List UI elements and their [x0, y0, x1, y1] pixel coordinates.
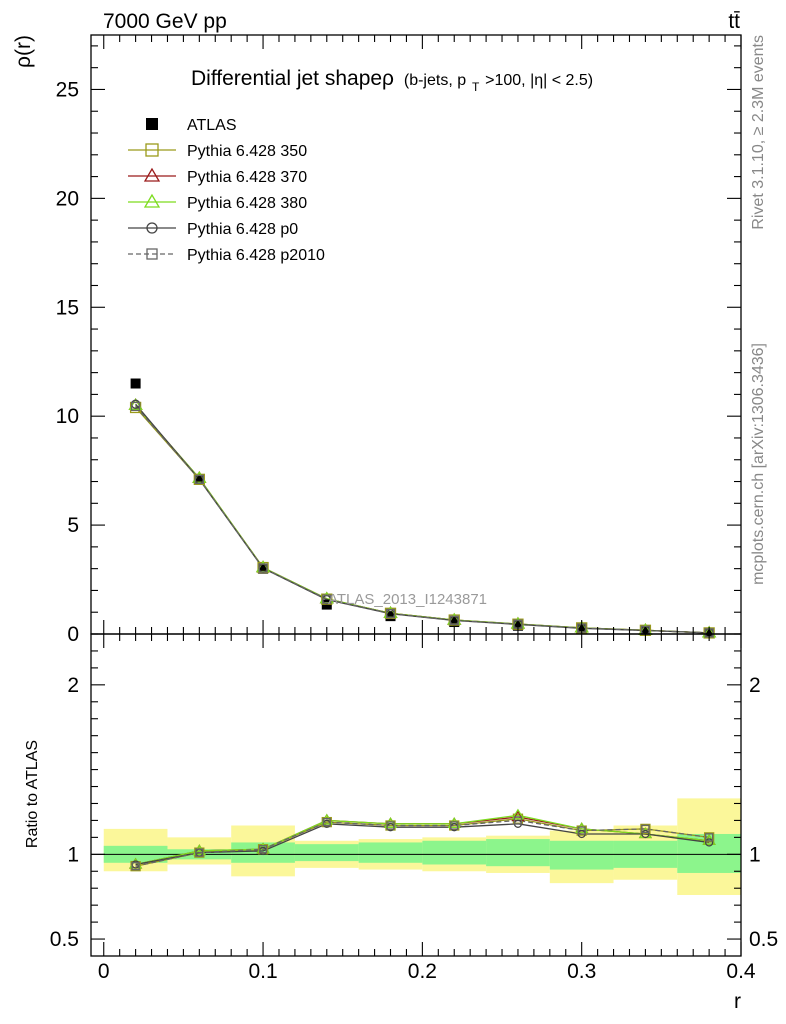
stat-uncertainty-band: [486, 839, 550, 867]
legend-marker-pythia-6-428-380: [143, 193, 161, 208]
legend-label-pythia-6-428-p2010: Pythia 6.428 p2010: [187, 247, 325, 264]
main-point-pythia-6-428-p2010: [258, 563, 268, 573]
main-point-atlas: [258, 563, 269, 574]
main-y-tick-label: 25: [56, 78, 79, 101]
x-tick-label: 0.3: [567, 960, 596, 983]
series-layer: [128, 378, 717, 872]
legend-marker-atlas: [146, 118, 158, 130]
ratio-point-pythia-6-428-p2010: [131, 862, 140, 871]
main-point-pythia-6-428-p2010: [130, 401, 141, 412]
ratio-point-pythia-6-428-380: [575, 822, 589, 834]
ratio-point-pythia-6-428-380: [383, 817, 398, 828]
stat-uncertainty-band: [358, 842, 423, 863]
main-y-axis-label: ρ(r): [12, 35, 35, 68]
ratio-point-pythia-6-428-350: [703, 832, 715, 843]
ratio-y-axis-label: Ratio to ATLAS: [24, 740, 41, 848]
axis-ticks: 0 5 10 15 20 25 0 0.1 0.2 0.3 0.4 0.5 0.5 1 1 2 2: [50, 35, 778, 983]
main-y-tick-label: 10: [56, 405, 79, 428]
ratio-y-tick-label: 0.5: [50, 928, 79, 951]
main-y-tick-label: 15: [56, 296, 79, 319]
ratio-point-pythia-6-428-p2010: [258, 845, 268, 854]
ratio-point-pythia-6-428-p2010: [322, 817, 331, 827]
ratio-y-tick-label-right: 2: [749, 674, 761, 697]
ratio-line-pythia-6-428-p0: [135, 823, 710, 866]
main-point-atlas: [449, 617, 460, 628]
legend-label-pythia-6-428-380: Pythia 6.428 380: [187, 195, 307, 212]
ratio-point-pythia-6-428-p0: [641, 829, 650, 839]
legend-marker-pythia-6-428-350: [145, 143, 159, 157]
ratio-point-pythia-6-428-p2010: [704, 833, 714, 842]
x-tick-label: 0.2: [408, 960, 437, 983]
plot-title: Differential jet shapeρ (b-jets, p T >10…: [191, 67, 593, 96]
process-label: tt̄: [728, 10, 740, 33]
main-y-tick-label: 5: [67, 514, 79, 537]
ratio-plot-frame: [90, 633, 742, 957]
main-point-pythia-6-428-p2010: [322, 594, 332, 604]
title-subscript: T: [472, 80, 480, 94]
x-tick-label: 0.1: [248, 960, 277, 983]
plot-frames: [90, 34, 742, 957]
legend-marker-pythia-6-428-370: [143, 167, 161, 182]
mcplots-label: mcplots.cern.ch [arXiv:1306.3436]: [750, 343, 767, 585]
ratio-point-pythia-6-428-380: [511, 808, 525, 820]
ratio-point-pythia-6-428-p2010: [641, 824, 650, 834]
main-point-pythia-6-428-p2010: [194, 474, 204, 484]
legend-label-pythia-6-428-350: Pythia 6.428 350: [187, 143, 307, 160]
stat-uncertainty-band: [422, 840, 487, 865]
legend-marker-pythia-6-428-p2010: [146, 248, 158, 260]
ratio-y-tick-label-right: 1: [749, 843, 761, 866]
ratio-point-pythia-6-428-p2010: [386, 821, 395, 830]
main-y-tick-label: 0: [67, 623, 79, 646]
stat-uncertainty-band: [549, 840, 614, 870]
main-point-pythia-6-428-380: [128, 398, 143, 410]
legend: ATLAS Pythia 6.428 350 Pythia 6.428 370 Pyt…: [128, 117, 325, 264]
ratio-point-pythia-6-428-p2010: [450, 821, 459, 830]
x-tick-label: 0.4: [726, 960, 756, 983]
ratio-y-tick-label-right: 0.5: [749, 928, 778, 951]
legend-label-pythia-6-428-370: Pythia 6.428 370: [187, 169, 307, 186]
main-point-atlas: [194, 474, 205, 485]
ratio-point-pythia-6-428-380: [320, 813, 334, 825]
ratio-point-pythia-6-428-p2010: [513, 816, 523, 825]
x-tick-label: 0: [98, 960, 110, 983]
ratio-point-pythia-6-428-p2010: [577, 826, 586, 835]
main-point-atlas: [512, 620, 523, 631]
legend-label-pythia-6-428-p0: Pythia 6.428 p0: [187, 221, 298, 238]
x-axis-label: r: [734, 990, 741, 1013]
ratio-point-pythia-6-428-350: [640, 823, 651, 835]
energy-label: 7000 GeV pp: [103, 10, 227, 33]
watermark-label: ATLAS_2013_I1243871: [328, 591, 487, 608]
title-rest: >100, |η| < 2.5): [485, 72, 593, 89]
title-main: Differential jet shapeρ: [191, 67, 394, 90]
main-point-pythia-6-428-p2010: [385, 608, 396, 619]
main-y-tick-label: 20: [56, 187, 79, 210]
stat-uncertainty-band: [294, 844, 359, 862]
rivet-version-label: Rivet 3.1.10, ≥ 2.3M events: [750, 35, 767, 230]
ratio-point-pythia-6-428-p0: [704, 838, 714, 847]
ratio-line-pythia-6-428-p2010: [135, 819, 710, 867]
ratio-point-pythia-6-428-380: [447, 817, 461, 828]
ratio-y-tick-label: 1: [67, 843, 79, 866]
main-point-pythia-6-428-p2010: [449, 615, 459, 625]
main-point-atlas: [130, 378, 141, 389]
uncertainty-bands: [103, 798, 741, 895]
legend-label-atlas: ATLAS: [187, 117, 237, 134]
ratio-line-pythia-6-428-380: [135, 814, 710, 866]
legend-marker-pythia-6-428-p0: [146, 222, 158, 234]
title-selection: (b-jets, p: [404, 72, 466, 89]
ratio-point-pythia-6-428-p2010: [195, 848, 204, 857]
ratio-y-tick-label: 2: [67, 674, 79, 697]
main-point-atlas: [385, 611, 396, 622]
